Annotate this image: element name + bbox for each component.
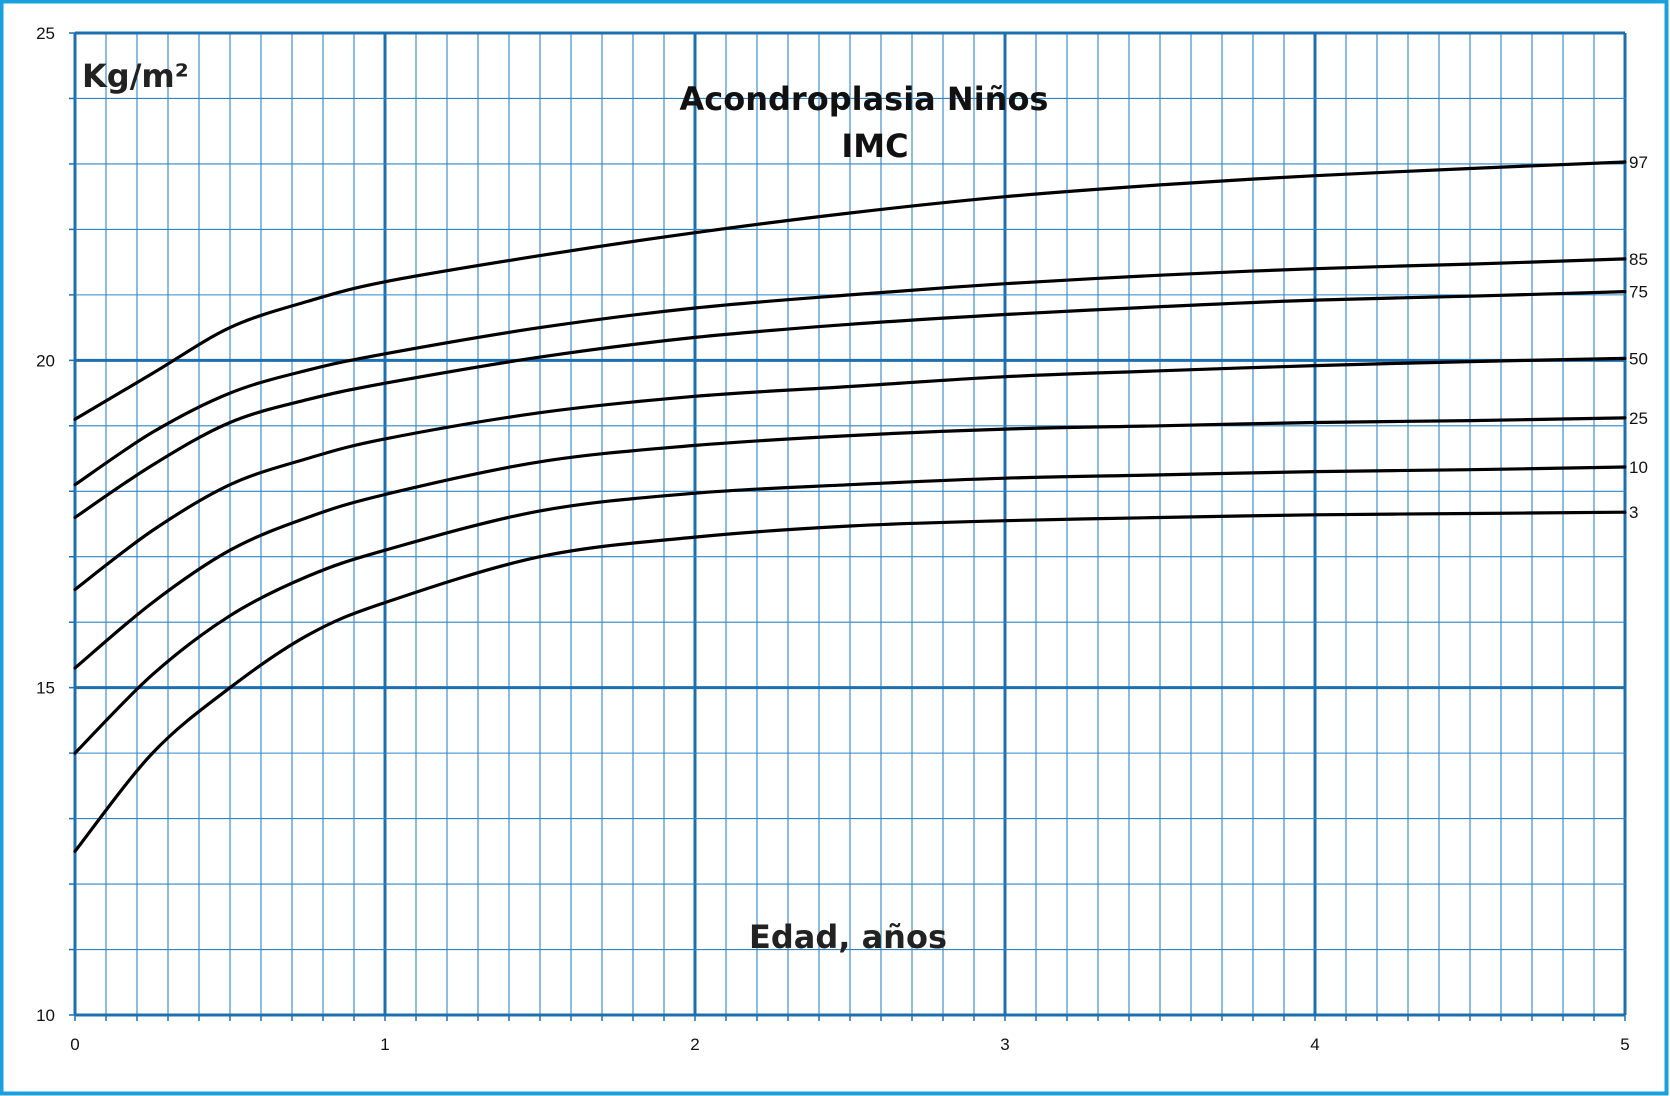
- chart-title: Acondroplasia Niños: [680, 80, 1049, 118]
- series-line-p25: [73, 416, 1627, 670]
- y-tick-label: 10: [36, 1006, 55, 1025]
- series-line-p10: [73, 465, 1627, 755]
- y-tick-label: 15: [36, 679, 55, 698]
- series-label-p3: 3: [1629, 503, 1638, 522]
- x-tick-label: 3: [1000, 1035, 1009, 1054]
- x-tick-label: 4: [1310, 1035, 1319, 1054]
- series-line-p75: [73, 290, 1627, 520]
- chart-subtitle: IMC: [841, 127, 908, 165]
- series-label-p97: 97: [1629, 153, 1648, 172]
- axis-ticks: 0 1 2 3 4 5 10 15 20 25: [36, 24, 1630, 1054]
- x-tick-label: 5: [1620, 1035, 1629, 1054]
- x-tick-label: 0: [70, 1035, 79, 1054]
- series-label-p10: 10: [1629, 458, 1648, 477]
- series-label-p50: 50: [1629, 349, 1648, 368]
- x-axis-title: Edad, años: [749, 918, 947, 956]
- percentile-lines: [73, 160, 1627, 853]
- y-axis-title: Kg/m²: [82, 57, 189, 95]
- series-line-p50: [73, 356, 1627, 592]
- y-tick-label: 25: [36, 24, 55, 43]
- x-tick-label: 2: [690, 1035, 699, 1054]
- y-tick-label: 20: [36, 351, 55, 370]
- series-line-p85: [73, 257, 1627, 487]
- series-label-p85: 85: [1629, 250, 1648, 269]
- series-line-p3: [73, 510, 1627, 853]
- series-label-p25: 25: [1629, 409, 1648, 428]
- series-label-p75: 75: [1629, 283, 1648, 302]
- x-tick-label: 1: [380, 1035, 389, 1054]
- percentile-labels: 97 85 75 50 25 10 3: [1629, 153, 1648, 522]
- series-line-p97: [73, 160, 1627, 421]
